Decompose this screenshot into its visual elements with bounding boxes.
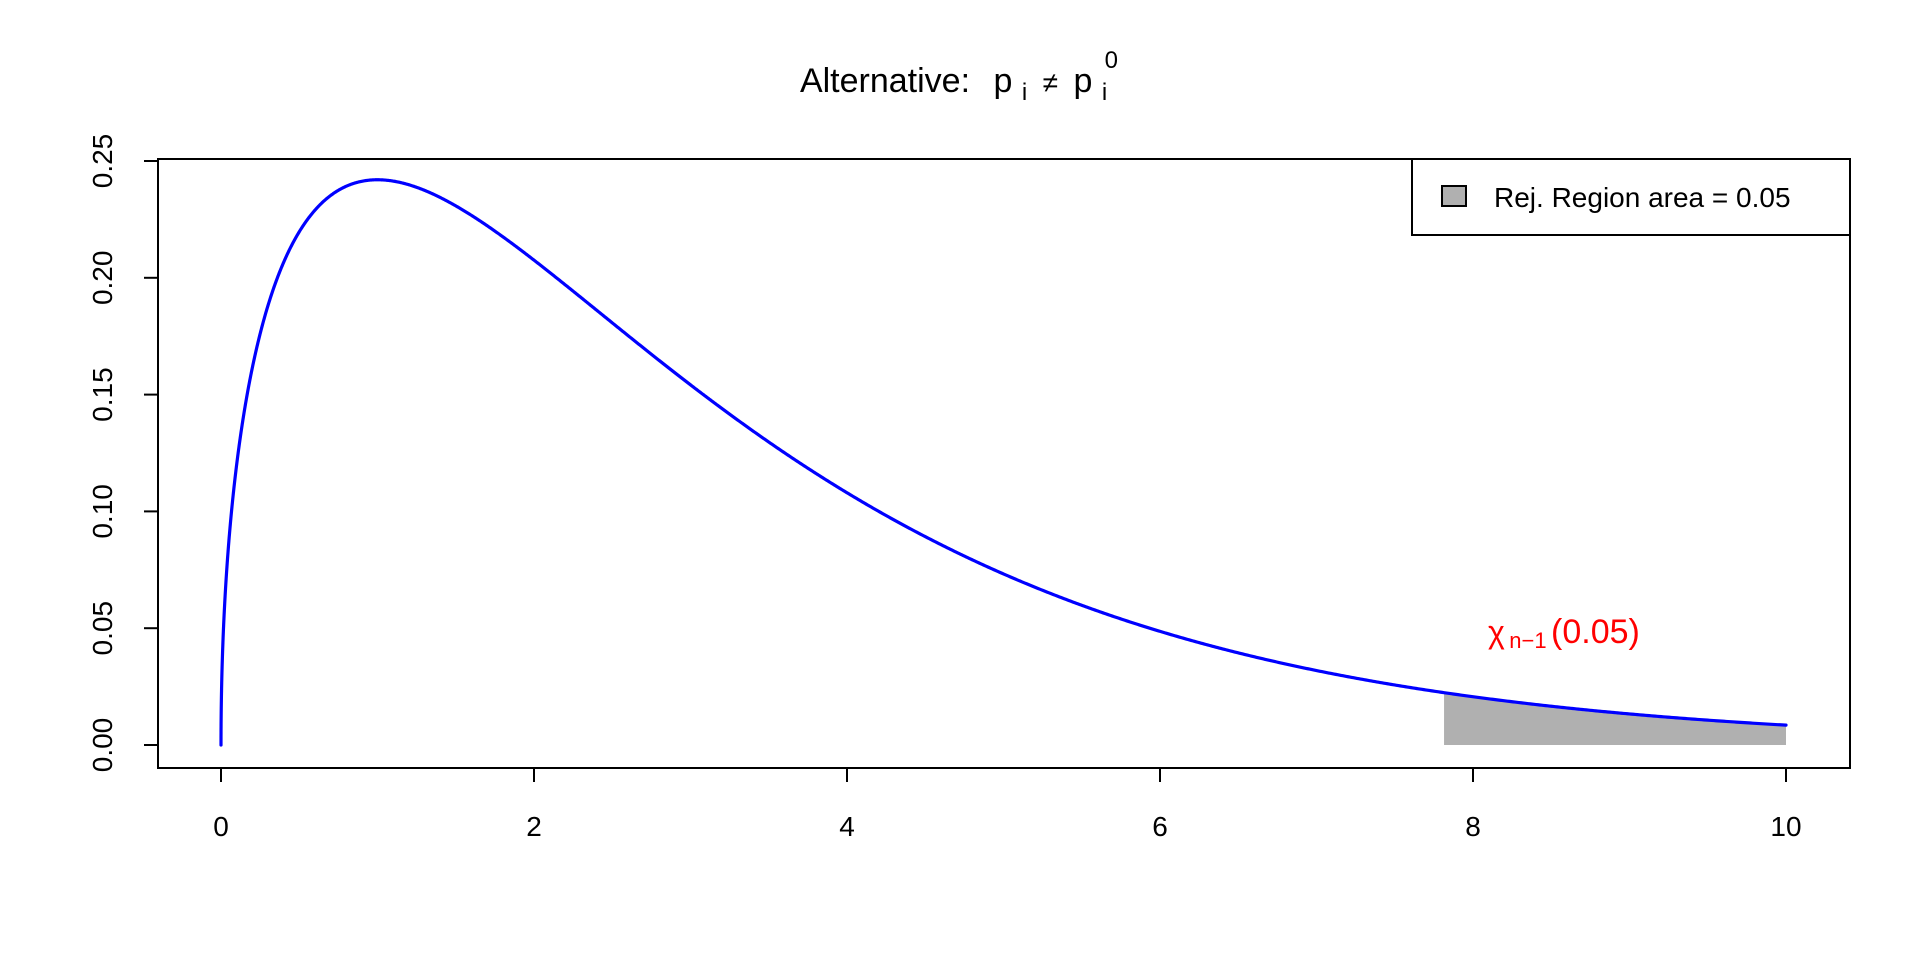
chart-title: Alternative: p i ≠ p i 0 [800,47,1118,108]
annotation-text: (0.05) [1551,613,1640,651]
x-tick-label: 2 [526,811,542,842]
annotation-symbol: χ [1488,614,1505,650]
annotation-sub: n−1 [1509,628,1546,653]
y-tick-label: 0.00 [87,718,118,773]
rejection-region-layer [1444,692,1786,745]
y-tick-label: 0.05 [87,601,118,656]
title-lhs: p [994,62,1013,100]
legend-swatch [1441,185,1467,207]
legend-label: Rej. Region area = 0.05 [1494,182,1791,213]
density-curve [219,178,1788,747]
title-rhs: p [1074,62,1093,100]
legend: Rej. Region area = 0.05 [1411,158,1851,236]
critical-value-annotation: χ n−1 (0.05) [1488,613,1640,653]
x-tick-label: 0 [213,811,229,842]
plot-frame [157,158,1851,769]
y-tick-label: 0.10 [87,484,118,539]
series-layer [219,178,1788,747]
y-tick-label: 0.15 [87,367,118,422]
title-lhs-sub: i [1022,79,1027,106]
title-rhs-sub: i [1102,79,1107,106]
title-rhs-sup: 0 [1105,47,1118,74]
title-prefix: Alternative: [800,62,970,100]
x-tick-label: 10 [1770,811,1801,842]
y-axis: 0.00 0.05 0.10 0.15 0.20 0.25 [87,134,159,773]
legend-box [1411,158,1851,236]
x-tick-label: 4 [839,811,855,842]
x-tick-label: 6 [1152,811,1168,842]
x-axis: 0 2 4 6 8 10 [213,767,1802,842]
y-tick-label: 0.20 [87,251,118,306]
y-tick-label: 0.25 [87,134,118,189]
title-op: ≠ [1043,67,1058,98]
rejection-region [1444,692,1786,745]
x-tick-label: 8 [1465,811,1481,842]
